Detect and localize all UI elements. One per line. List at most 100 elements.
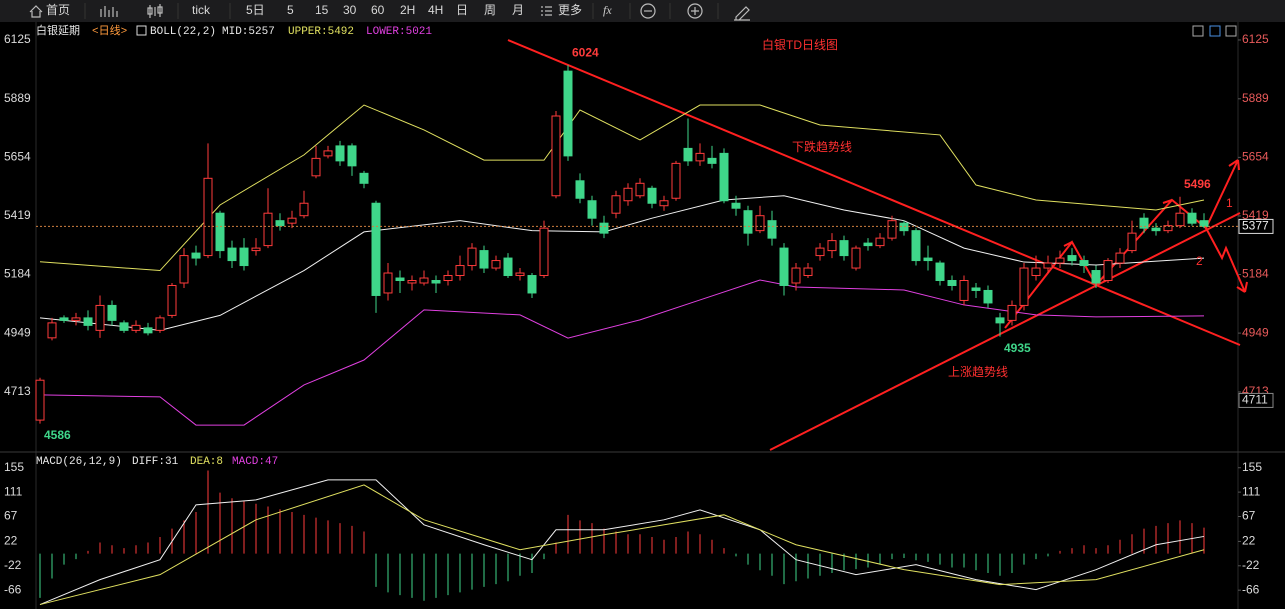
candle-body: [803, 267, 813, 277]
candle-body: [83, 317, 93, 326]
candles-icon[interactable]: [147, 4, 163, 18]
legend-item: UPPER:5492: [288, 26, 354, 38]
last-price-label: 5377: [1242, 219, 1269, 233]
trend-drawings: [507, 39, 1248, 451]
low-marker-label: 4711: [1242, 393, 1268, 407]
panel-icon[interactable]: [1225, 25, 1237, 37]
y-tick-label-right: 5889: [1242, 91, 1269, 105]
candle-body: [239, 247, 249, 267]
toolbar-item[interactable]: 30: [343, 3, 357, 17]
candle-body: [1127, 232, 1137, 252]
candle-body: [155, 317, 165, 331]
candle-body: [515, 272, 525, 277]
candle-body: [575, 180, 585, 199]
candle-body: [251, 247, 261, 252]
candle-body: [287, 217, 297, 224]
annotation: 上涨趋势线: [948, 364, 1008, 379]
down-trend-line: [507, 39, 1241, 346]
fx-icon[interactable]: fx: [603, 3, 612, 17]
candle-body: [527, 275, 537, 294]
candle-body: [215, 212, 225, 252]
candle-body: [119, 322, 129, 331]
candle-body: [203, 177, 213, 257]
zoom-in-icon[interactable]: [687, 3, 703, 19]
candle-body: [611, 195, 621, 214]
candle-body: [983, 289, 993, 304]
candle-body: [395, 277, 405, 282]
candle-body: [143, 327, 153, 334]
candle-body: [179, 255, 189, 284]
toolbar: [0, 0, 1285, 22]
home-icon[interactable]: [29, 5, 43, 18]
toolbar-item[interactable]: 5日: [246, 3, 265, 17]
candle-body: [419, 277, 429, 284]
y-tick-label-right: -22: [1242, 558, 1260, 572]
candle-body: [347, 145, 357, 167]
candle-body: [707, 157, 717, 164]
candle-body: [923, 257, 933, 262]
legend-item: LOWER:5021: [366, 26, 432, 38]
zoom-out-icon[interactable]: [640, 3, 656, 19]
candle-body: [191, 252, 201, 259]
toolbar-item[interactable]: 5: [287, 3, 294, 17]
candle-body: [491, 260, 501, 269]
candle-body: [539, 227, 549, 277]
panel-icon[interactable]: [1192, 25, 1204, 37]
toolbar-item[interactable]: 4H: [428, 3, 443, 17]
y-tick-label: 5419: [4, 208, 31, 222]
candle-body: [767, 220, 777, 239]
boll-line: [39, 104, 1205, 272]
up-trend-line: [769, 212, 1241, 451]
candle-body: [671, 162, 681, 199]
toolbar-item[interactable]: 月: [512, 3, 524, 17]
frame: [0, 22, 1285, 609]
panel-icons: [136, 25, 1237, 37]
legend-item: MID:5257: [222, 26, 275, 38]
y-tick-label: 4713: [4, 384, 31, 398]
y-tick-label: 5654: [4, 150, 31, 164]
bars-icon[interactable]: [100, 6, 118, 17]
y-tick-label-right: 22: [1242, 534, 1256, 548]
toolbar-item[interactable]: 周: [484, 3, 496, 17]
candle-body: [371, 202, 381, 296]
candle-body: [1163, 225, 1173, 232]
candle-body: [71, 317, 81, 321]
candle-body: [743, 210, 753, 234]
legend-item: 白银延期: [36, 23, 80, 38]
candle-body: [59, 317, 69, 321]
candle-body: [263, 212, 273, 247]
candle-body: [1199, 220, 1209, 227]
boll-line: [39, 195, 1205, 331]
candle-body: [1103, 260, 1113, 282]
list-icon[interactable]: [541, 6, 552, 16]
boll-icon: [136, 25, 147, 36]
arrow-heads: [1063, 159, 1248, 293]
candle-body: [1139, 217, 1149, 229]
toolbar-item[interactable]: 更多: [558, 3, 582, 17]
toolbar-item[interactable]: 60: [371, 3, 385, 17]
annotation: 2: [1196, 254, 1203, 268]
y-tick-label: 5184: [4, 267, 31, 281]
candle-body: [755, 215, 765, 232]
toolbar-item[interactable]: 15: [315, 3, 329, 17]
panel-icon[interactable]: [1209, 25, 1221, 37]
candle-body: [1175, 212, 1185, 227]
y-tick-label-right: -66: [1242, 582, 1260, 596]
extreme-label: 6024: [572, 45, 599, 59]
candle-body: [1019, 267, 1029, 306]
candle-body: [1079, 260, 1089, 267]
candle-body: [455, 265, 465, 277]
candle-body: [779, 247, 789, 286]
toolbar-item[interactable]: 日: [456, 3, 468, 17]
toolbar-item[interactable]: 首页: [46, 3, 70, 17]
candle-body: [815, 247, 825, 257]
toolbar-item[interactable]: 2H: [400, 3, 415, 17]
y-tick-label-right: 67: [1242, 509, 1256, 523]
toolbar-item[interactable]: tick: [192, 3, 211, 17]
candle-body: [887, 220, 897, 239]
pen-icon[interactable]: [734, 6, 750, 21]
candle-body: [827, 240, 837, 252]
candle-body: [431, 280, 441, 284]
y-tick-label: -22: [4, 558, 22, 572]
